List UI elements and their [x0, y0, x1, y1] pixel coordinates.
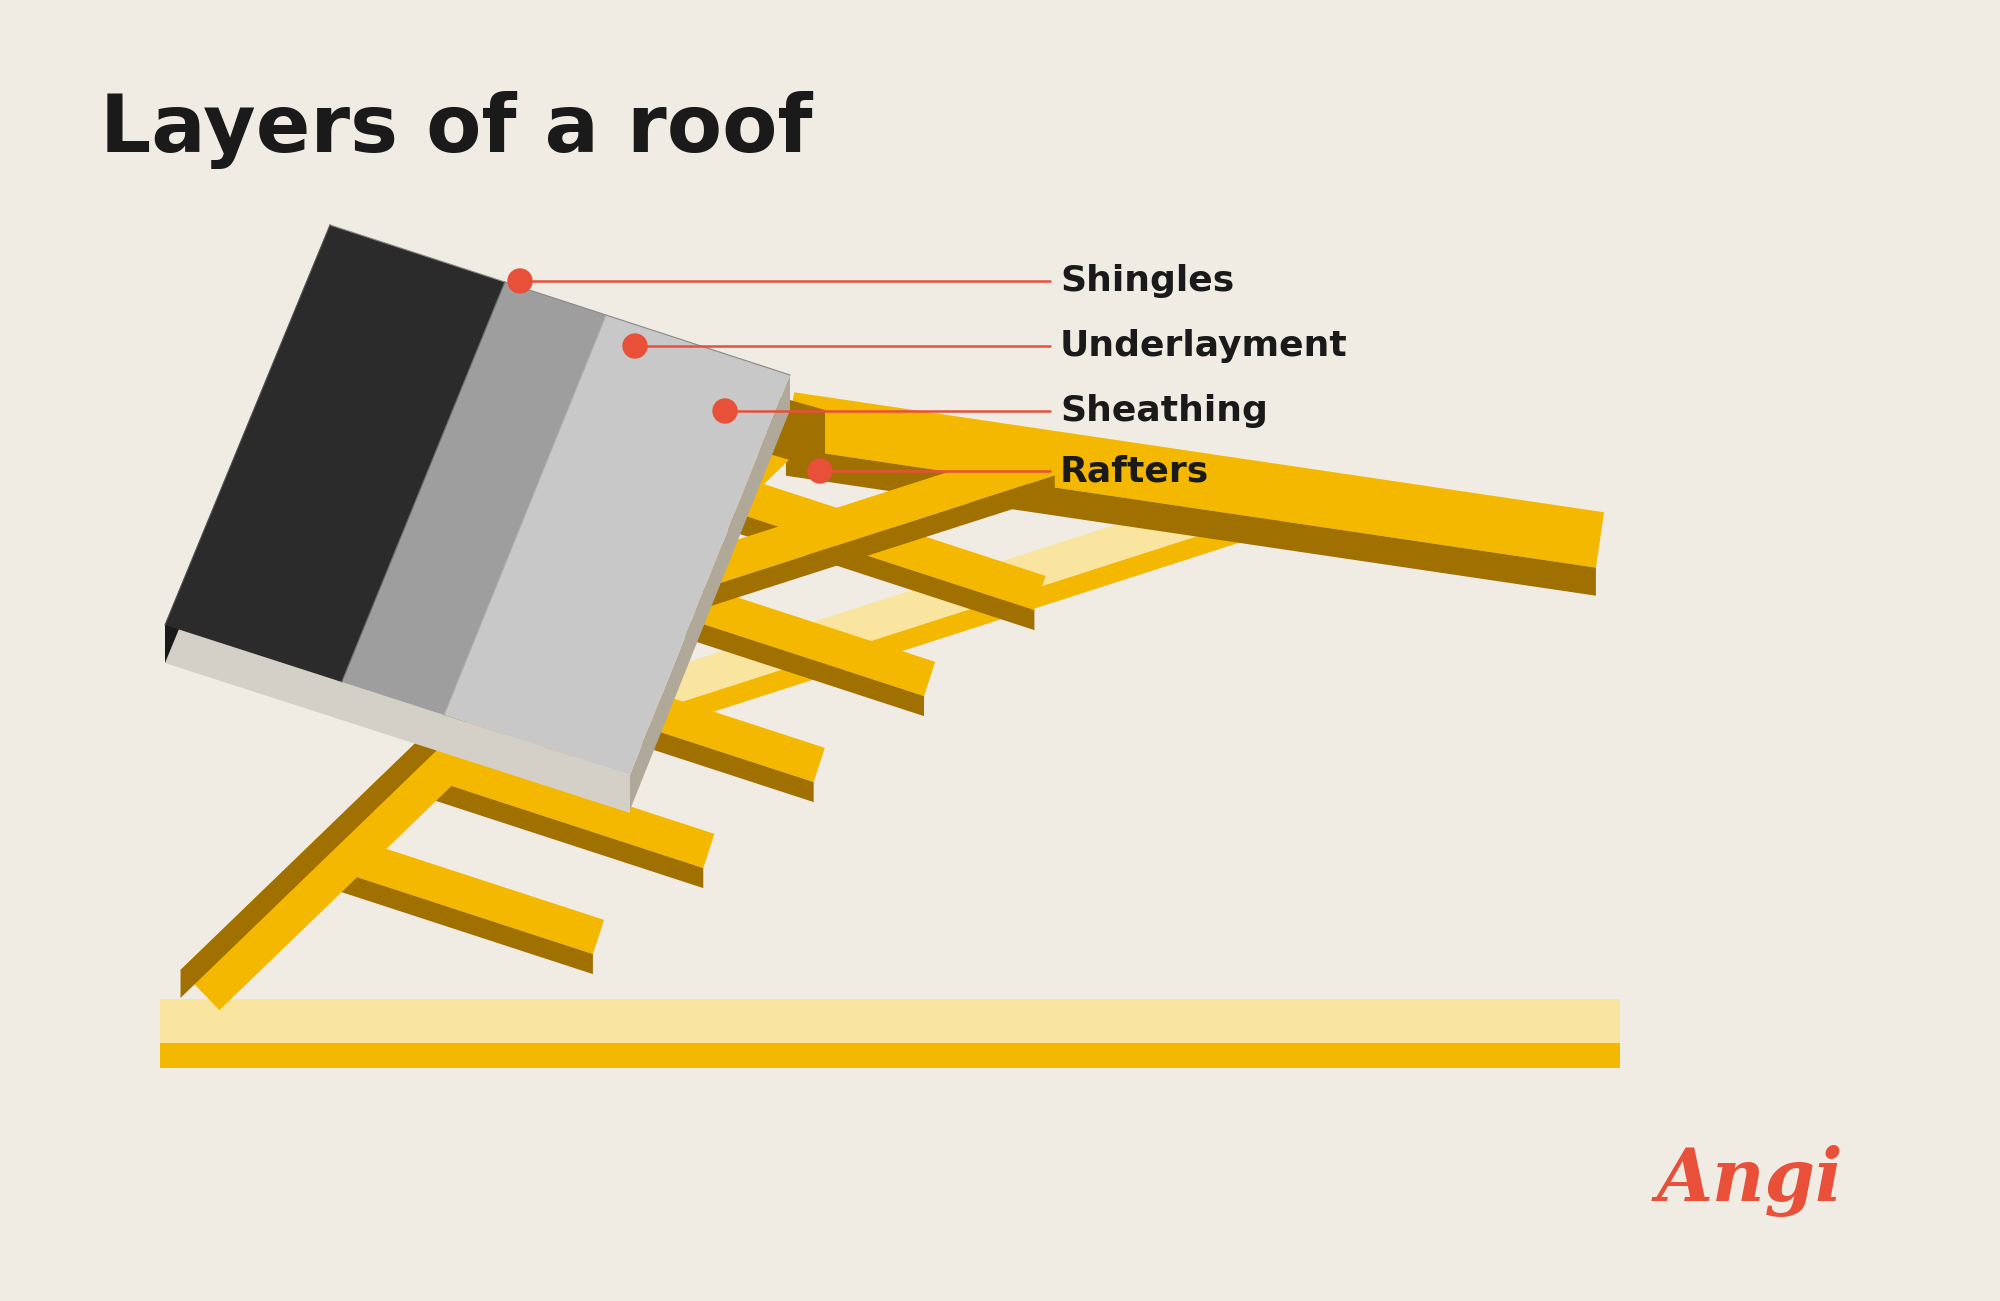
- Text: Layers of a roof: Layers of a roof: [100, 91, 812, 169]
- Polygon shape: [336, 837, 604, 954]
- Polygon shape: [756, 390, 826, 470]
- Text: Rafters: Rafters: [1060, 454, 1210, 488]
- Text: Sheathing: Sheathing: [1060, 394, 1268, 428]
- Polygon shape: [714, 471, 1046, 610]
- Circle shape: [808, 459, 832, 483]
- Polygon shape: [160, 1043, 1620, 1068]
- Circle shape: [712, 399, 736, 423]
- Text: Underlayment: Underlayment: [1060, 329, 1348, 363]
- Polygon shape: [524, 688, 814, 803]
- Polygon shape: [430, 475, 1282, 779]
- Polygon shape: [342, 282, 606, 716]
- Polygon shape: [180, 399, 810, 1010]
- Polygon shape: [164, 225, 330, 664]
- Circle shape: [508, 269, 532, 293]
- Polygon shape: [620, 597, 924, 716]
- Polygon shape: [444, 315, 790, 775]
- Polygon shape: [524, 653, 824, 782]
- Polygon shape: [180, 399, 770, 998]
- Polygon shape: [164, 225, 504, 682]
- Polygon shape: [164, 624, 630, 813]
- Polygon shape: [336, 870, 592, 974]
- Text: Shingles: Shingles: [1060, 264, 1234, 298]
- Polygon shape: [606, 476, 1054, 640]
- Polygon shape: [786, 448, 1596, 596]
- Polygon shape: [596, 441, 1054, 619]
- Polygon shape: [630, 375, 790, 811]
- Circle shape: [624, 334, 648, 358]
- Text: Angi: Angi: [1656, 1145, 1844, 1216]
- Polygon shape: [160, 999, 1620, 1043]
- Polygon shape: [442, 509, 1282, 799]
- Polygon shape: [430, 745, 714, 868]
- Polygon shape: [620, 562, 936, 696]
- Polygon shape: [786, 393, 1604, 567]
- Polygon shape: [714, 506, 1034, 630]
- Polygon shape: [430, 779, 704, 889]
